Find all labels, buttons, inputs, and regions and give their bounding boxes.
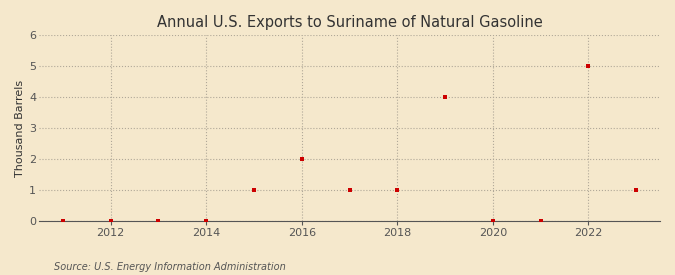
Point [9, 219, 20, 223]
Point [153, 219, 164, 223]
Point [630, 188, 641, 192]
Point [105, 219, 116, 223]
Point [296, 157, 307, 161]
Point [344, 188, 355, 192]
Point [248, 188, 259, 192]
Point [439, 95, 450, 100]
Point [57, 219, 68, 223]
Title: Annual U.S. Exports to Suriname of Natural Gasoline: Annual U.S. Exports to Suriname of Natur… [157, 15, 543, 30]
Y-axis label: Thousand Barrels: Thousand Barrels [15, 80, 25, 177]
Text: Source: U.S. Energy Information Administration: Source: U.S. Energy Information Administ… [54, 262, 286, 272]
Point [583, 64, 594, 68]
Point [487, 219, 498, 223]
Point [201, 219, 212, 223]
Point [535, 219, 546, 223]
Point [392, 188, 403, 192]
